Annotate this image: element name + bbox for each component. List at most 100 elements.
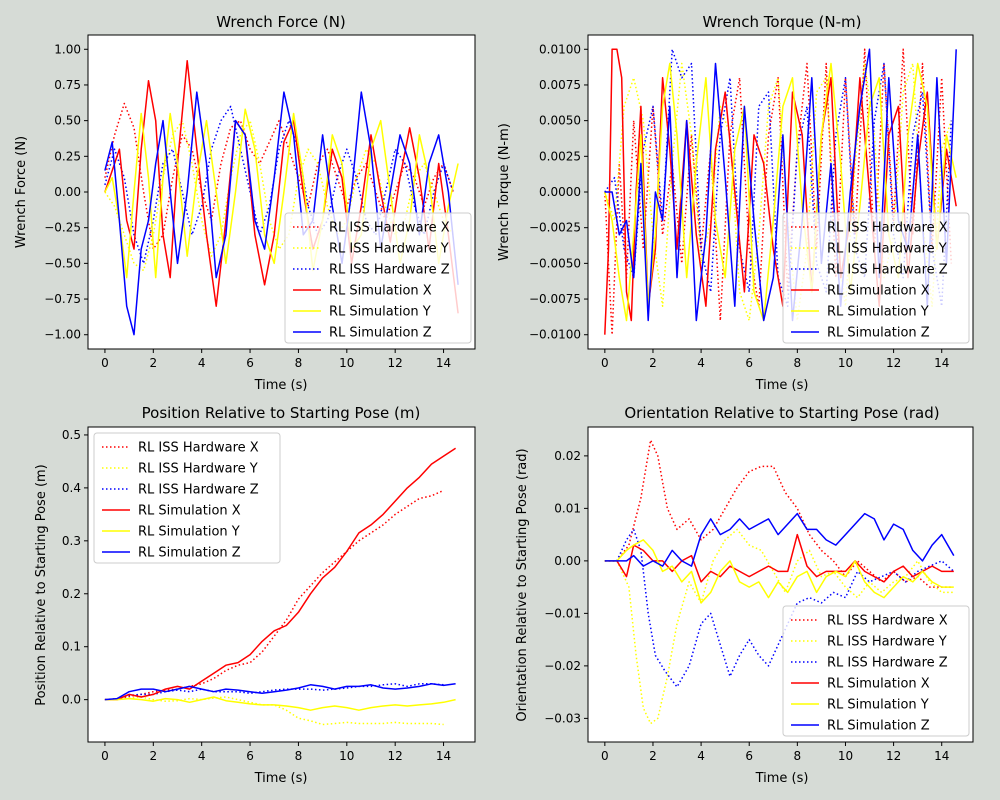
y-tick-label: 0.00 [554,554,581,568]
y-tick-label: 0.5 [62,428,81,442]
panel-wrench-force: Wrench Force (N) 0 2 4 6 8 10 12 14 −1.00 −0.75 −0… [14,13,476,393]
y-tick-label: 0.2 [62,587,81,601]
x-tick-label: 12 [388,749,403,763]
x-tick-label: 6 [745,356,753,370]
x-tick-label: 10 [339,749,354,763]
y-tick-label: 0.50 [54,114,81,128]
legend-frame [93,432,281,564]
legend: RL ISS Hardware X RL ISS Hardware Y RL ISS… [93,432,281,564]
legend-label: RL ISS Hardware Z [329,263,450,278]
series-line-rl-simulation-z [104,91,459,336]
series-line-rl-iss-hardware-z [104,105,454,265]
x-tick-label: 14 [436,356,451,370]
series-line-rl-simulation-y [604,539,954,604]
x-axis-label: Time (s) [755,771,809,786]
chart-title: Orientation Relative to Starting Pose (r… [624,404,939,422]
legend-label: RL ISS Hardware Y [827,635,947,650]
x-tick-label: 4 [697,356,705,370]
x-tick-label: 0 [601,749,609,763]
x-tick-label: 6 [745,749,753,763]
chart-title: Wrench Force (N) [216,13,346,31]
series-line-rl-iss-hardware-x [604,439,952,588]
y-axis-label: Wrench Torque (N-m) [497,123,512,261]
series-line-rl-iss-hardware-y [104,696,444,726]
y-tick-label: −0.50 [44,256,81,270]
series-line-rl-simulation-z [604,48,957,322]
y-tick-label: 1.00 [54,42,81,56]
legend-label: RL Simulation X [827,284,930,299]
series-line-rl-iss-hardware-z [104,683,444,701]
legend-label: RL ISS Hardware X [138,441,259,456]
x-tick-label: 6 [246,749,254,763]
x-axis-label: Time (s) [254,771,308,786]
y-tick-label: 0.3 [62,534,81,548]
x-tick-label: 8 [295,749,303,763]
y-tick-label: −0.25 [44,221,81,235]
legend-label: RL Simulation Z [138,546,241,561]
y-tick-label: 0.0000 [539,185,581,199]
legend-label: RL Simulation Z [827,719,930,734]
series-lines [104,59,459,336]
legend-label: RL ISS Hardware X [329,221,450,236]
legend-frame [284,212,472,344]
x-tick-label: 14 [934,356,949,370]
y-axis-label: Position Relative to Starting Pose (m) [34,464,49,706]
y-tick-label: 0.75 [54,78,81,92]
legend-label: RL ISS Hardware X [827,614,948,629]
y-tick-label: 0.4 [62,481,81,495]
legend-label: RL Simulation Y [827,698,929,713]
legend-label: RL Simulation X [138,504,241,519]
x-tick-label: 4 [697,749,705,763]
panel-position: Position Relative to Starting Pose (m) 0… [34,404,476,786]
x-tick-label: 10 [339,356,354,370]
series-lines [604,439,955,725]
y-tick-label: 0.0025 [539,149,581,163]
y-tick-label: −0.02 [544,659,581,673]
panel-orientation: Orientation Relative to Starting Pose (r… [515,404,974,786]
y-tick-label: 0.01 [554,501,581,515]
series-line-rl-iss-hardware-x [104,102,454,250]
legend: RL ISS Hardware X RL ISS Hardware Y RL ISS… [782,605,970,737]
x-tick-label: 2 [649,356,657,370]
legend-label: RL ISS Hardware Y [138,462,258,477]
x-tick-label: 4 [198,356,206,370]
legend-label: RL ISS Hardware Y [329,242,449,257]
x-tick-label: 12 [886,749,901,763]
y-tick-label: 0.02 [554,449,581,463]
y-tick-label: −1.00 [44,328,81,342]
y-axis-label: Wrench Force (N) [14,136,29,248]
legend-label: RL Simulation X [329,284,432,299]
y-tick-label: −0.0050 [529,256,581,270]
x-tick-label: 10 [838,749,853,763]
plot-area: 0 2 4 6 8 10 12 14 −0.0100 −0.0075 −0.0050 −0.0025 0… [529,34,974,370]
legend-label: RL ISS Hardware Y [827,242,947,257]
y-tick-label: −0.01 [544,606,581,620]
x-tick-label: 2 [149,749,157,763]
x-tick-label: 0 [601,356,609,370]
series-line-rl-simulation-z [604,512,955,567]
series-line-rl-simulation-x [604,533,954,583]
y-tick-label: 0.1 [62,640,81,654]
legend-label: RL Simulation Z [329,326,432,341]
x-tick-label: 2 [649,749,657,763]
y-tick-label: 0.0050 [539,114,581,128]
plot-area: 0 2 4 6 8 10 12 14 0.0 0.1 0.2 0.3 0.4 0.5 RL ISS Hard… [62,426,476,763]
y-tick-label: 0.25 [54,149,81,163]
series-line-rl-simulation-x [104,59,459,314]
y-tick-label: −0.75 [44,292,81,306]
axes-frame [587,426,974,743]
axes-frame [87,426,476,743]
y-tick-label: 0.0 [62,693,81,707]
x-tick-label: 14 [436,749,451,763]
x-tick-label: 8 [794,356,802,370]
series-line-rl-iss-hardware-y [604,528,954,725]
y-tick-label: −0.03 [544,711,581,725]
legend: RL ISS Hardware X RL ISS Hardware Y RL ISS… [782,212,970,344]
legend-label: RL ISS Hardware X [827,221,948,236]
legend: RL ISS Hardware X RL ISS Hardware Y RL ISS… [284,212,472,344]
x-tick-label: 6 [246,356,254,370]
x-tick-label: 0 [101,356,109,370]
legend-label: RL Simulation X [827,677,930,692]
legend-label: RL Simulation Y [329,305,431,320]
